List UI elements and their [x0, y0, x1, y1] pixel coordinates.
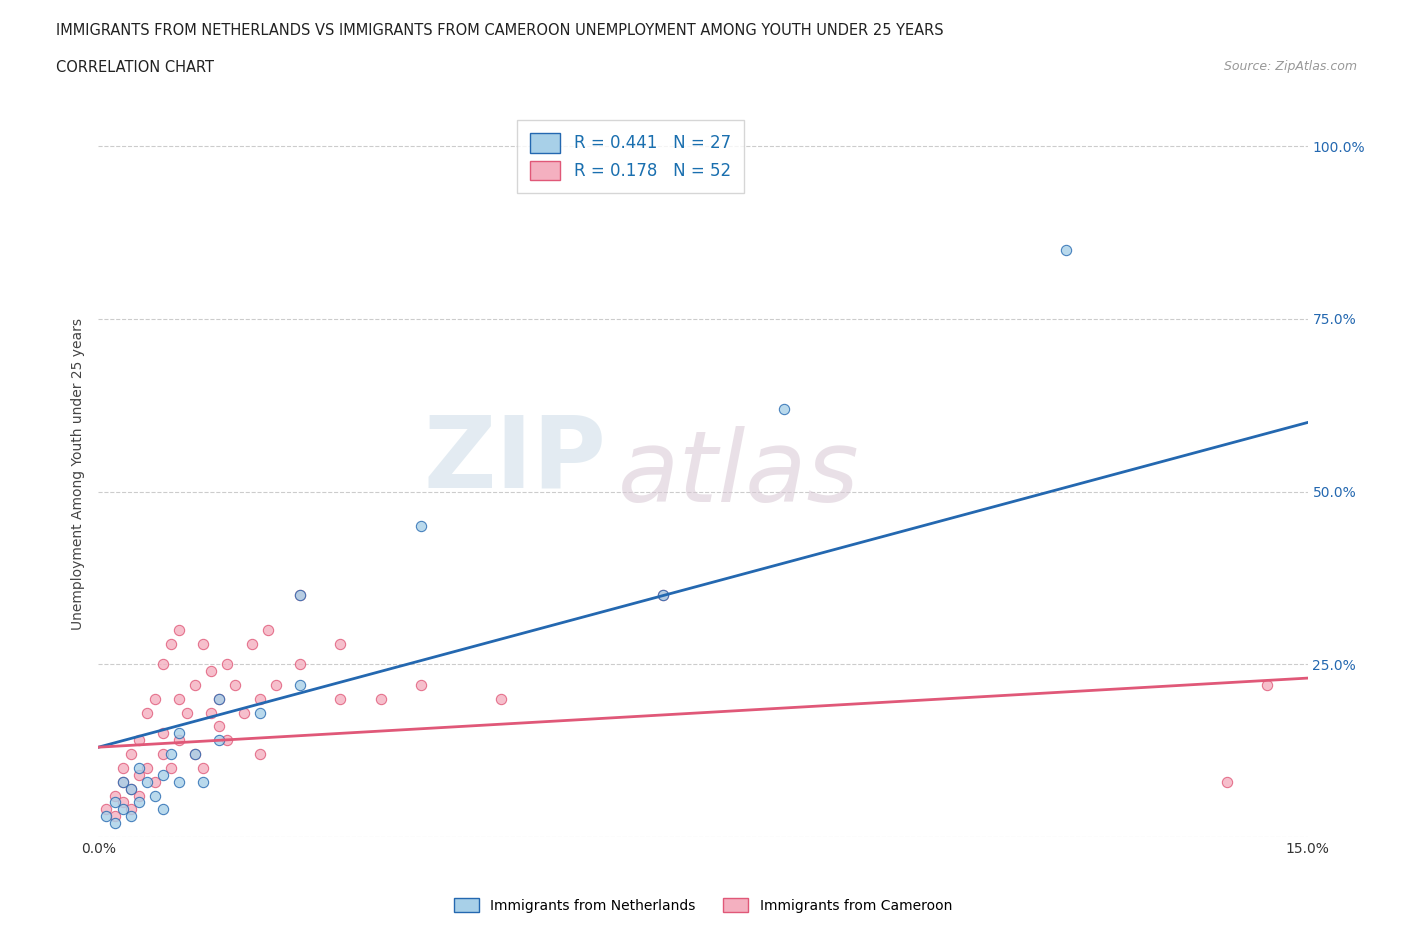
- Point: [240, 636, 263, 651]
- Point: [128, 761, 150, 776]
- Point: [152, 747, 174, 762]
- Point: [409, 678, 432, 693]
- Point: [120, 809, 142, 824]
- Point: [224, 678, 246, 693]
- Point: [160, 747, 183, 762]
- Point: [167, 691, 190, 706]
- Point: [167, 733, 190, 748]
- Point: [143, 788, 166, 803]
- Point: [135, 761, 157, 776]
- Text: ZIP: ZIP: [423, 411, 606, 509]
- Point: [370, 691, 392, 706]
- Point: [1054, 243, 1077, 258]
- Text: CORRELATION CHART: CORRELATION CHART: [56, 60, 214, 75]
- Point: [120, 802, 142, 817]
- Point: [120, 781, 142, 796]
- Point: [249, 747, 271, 762]
- Point: [120, 747, 142, 762]
- Point: [208, 691, 231, 706]
- Point: [103, 809, 125, 824]
- Point: [167, 726, 190, 741]
- Point: [772, 401, 794, 416]
- Point: [167, 622, 190, 637]
- Point: [103, 795, 125, 810]
- Point: [200, 664, 222, 679]
- Point: [1256, 678, 1278, 693]
- Point: [208, 719, 231, 734]
- Point: [651, 588, 673, 603]
- Point: [111, 795, 134, 810]
- Point: [120, 781, 142, 796]
- Point: [217, 733, 239, 748]
- Point: [329, 691, 352, 706]
- Point: [208, 691, 231, 706]
- Point: [152, 802, 174, 817]
- Point: [128, 795, 150, 810]
- Point: [135, 705, 157, 720]
- Point: [152, 657, 174, 671]
- Point: [143, 775, 166, 790]
- Point: [128, 767, 150, 782]
- Point: [128, 733, 150, 748]
- Point: [193, 775, 215, 790]
- Point: [184, 747, 207, 762]
- Point: [256, 622, 278, 637]
- Point: [184, 678, 207, 693]
- Point: [651, 588, 673, 603]
- Point: [193, 636, 215, 651]
- Point: [111, 802, 134, 817]
- Point: [249, 705, 271, 720]
- Point: [96, 802, 118, 817]
- Point: [103, 816, 125, 830]
- Legend: Immigrants from Netherlands, Immigrants from Cameroon: Immigrants from Netherlands, Immigrants …: [449, 893, 957, 919]
- Point: [135, 775, 157, 790]
- Point: [288, 588, 311, 603]
- Point: [103, 788, 125, 803]
- Point: [160, 636, 183, 651]
- Point: [111, 761, 134, 776]
- Point: [111, 775, 134, 790]
- Point: [184, 747, 207, 762]
- Point: [193, 761, 215, 776]
- Point: [264, 678, 287, 693]
- Point: [208, 733, 231, 748]
- Point: [409, 519, 432, 534]
- Point: [111, 775, 134, 790]
- Point: [217, 657, 239, 671]
- Point: [143, 691, 166, 706]
- Text: IMMIGRANTS FROM NETHERLANDS VS IMMIGRANTS FROM CAMEROON UNEMPLOYMENT AMONG YOUTH: IMMIGRANTS FROM NETHERLANDS VS IMMIGRANT…: [56, 23, 943, 38]
- Point: [1216, 775, 1239, 790]
- Point: [232, 705, 254, 720]
- Legend: R = 0.441   N = 27, R = 0.178   N = 52: R = 0.441 N = 27, R = 0.178 N = 52: [517, 120, 744, 193]
- Point: [160, 761, 183, 776]
- Point: [128, 788, 150, 803]
- Y-axis label: Unemployment Among Youth under 25 years: Unemployment Among Youth under 25 years: [72, 318, 86, 631]
- Point: [152, 767, 174, 782]
- Point: [167, 775, 190, 790]
- Point: [176, 705, 198, 720]
- Point: [152, 726, 174, 741]
- Text: Source: ZipAtlas.com: Source: ZipAtlas.com: [1223, 60, 1357, 73]
- Point: [288, 588, 311, 603]
- Point: [491, 691, 513, 706]
- Point: [288, 678, 311, 693]
- Point: [329, 636, 352, 651]
- Point: [288, 657, 311, 671]
- Point: [249, 691, 271, 706]
- Text: atlas: atlas: [619, 426, 860, 523]
- Point: [200, 705, 222, 720]
- Point: [96, 809, 118, 824]
